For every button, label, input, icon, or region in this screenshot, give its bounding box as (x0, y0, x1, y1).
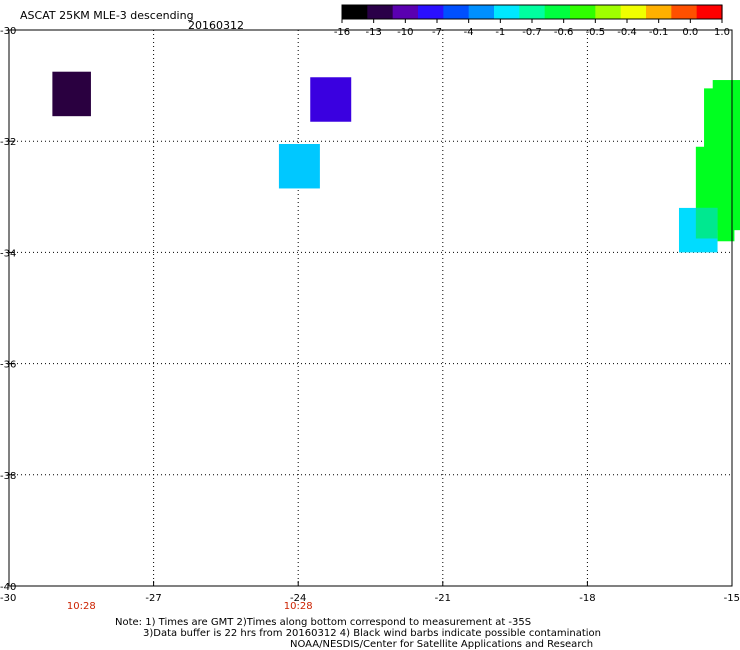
x-tick-label: -24 (290, 593, 306, 604)
y-tick-label: -40 (0, 582, 16, 593)
x-axis-tick-labels: -30 -27 -24 -21 -18 -15 (0, 581, 740, 604)
x-tick-label: -21 (435, 593, 451, 604)
colorbar-swatch (544, 5, 571, 19)
note-line-2: 3)Data buffer is 22 hrs from 20160312 4)… (143, 628, 601, 639)
colorbar-swatch (519, 5, 546, 19)
colorbar-label: -16 (334, 27, 350, 38)
colorbar-swatch (671, 5, 698, 19)
colorbar-swatch (468, 5, 495, 19)
y-tick-label: -32 (0, 137, 16, 148)
note-line-1: Note: 1) Times are GMT 2)Times along bot… (115, 617, 531, 628)
time-label: 10:28 (67, 601, 96, 612)
colorbar-swatch (342, 5, 368, 19)
x-tick-label: -30 (0, 593, 16, 604)
colorbar-swatch (595, 5, 622, 19)
colorbar-swatch (494, 5, 520, 19)
y-tick-label: -36 (0, 360, 16, 371)
y-tick-label: -38 (0, 471, 16, 482)
y-axis-tick-labels: -30 -32 -34 -36 -38 -40 (0, 26, 16, 593)
colorbar-label: -13 (365, 27, 381, 38)
colorbar-swatch (696, 5, 723, 19)
colorbar-labels: -16 -13 -10 -7 -4 -1 -0.7 -0.6 -0.5 -0.4 -0.1 0.0 1.… (334, 19, 730, 38)
x-tick-label: -27 (145, 593, 161, 604)
colorbar-label: -1 (495, 27, 505, 38)
colorbar-swatch (570, 5, 596, 19)
colorbar-swatch (418, 5, 444, 19)
colorbar-label: -0.1 (649, 27, 669, 38)
colorbar-label: -0.6 (554, 27, 574, 38)
colorbar-label: -4 (464, 27, 474, 38)
map-frame (8, 29, 733, 587)
colorbar (341, 4, 723, 20)
colorbar-swatch (443, 5, 470, 19)
colorbar-label: -10 (397, 27, 413, 38)
wind-cell (310, 77, 352, 122)
wind-cell (717, 219, 735, 242)
wind-cells (52, 71, 740, 253)
colorbar-label: 0.0 (682, 27, 698, 38)
y-tick-label: -30 (0, 26, 16, 37)
x-tick-label: -18 (579, 593, 595, 604)
y-tick-label: -34 (0, 248, 16, 259)
colorbar-swatch (620, 5, 647, 19)
wind-cell (278, 143, 320, 189)
wind-cell (704, 88, 723, 153)
time-labels: 10:28 10:28 (67, 601, 313, 612)
time-label: 10:28 (284, 601, 313, 612)
colorbar-swatch (367, 5, 394, 19)
note-line-3: NOAA/NESDIS/Center for Satellite Applica… (290, 639, 593, 650)
colorbar-label: -0.7 (522, 27, 542, 38)
map-grid (9, 30, 732, 586)
colorbar-swatch (392, 5, 419, 19)
colorbar-swatch (646, 5, 672, 19)
colorbar-label: 1.0 (714, 27, 730, 38)
date-title: 20160312 (188, 19, 244, 32)
x-tick-label: -15 (724, 593, 740, 604)
colorbar-label: -0.5 (586, 27, 606, 38)
wind-cell (52, 71, 91, 117)
colorbar-label: -0.4 (617, 27, 637, 38)
wind-cell (695, 207, 718, 239)
product-title: ASCAT 25KM MLE-3 descending (20, 9, 194, 22)
colorbar-label: -7 (432, 27, 442, 38)
